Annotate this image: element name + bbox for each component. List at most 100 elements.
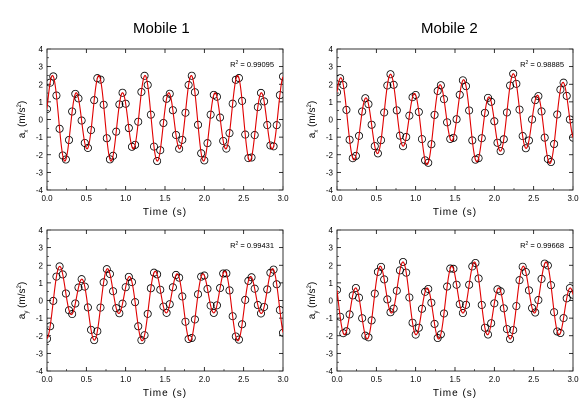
data-point (509, 326, 518, 335)
chart-panel-top-right: 0.0 0.5 1.0 1.5 2.0 2.5 3.0 -4 -3 -2 -1 0 1 2 3 4 Time (… (307, 45, 579, 218)
y-tick-label: -4 (326, 367, 334, 376)
y-axis-label: ax (m/s2) (307, 101, 320, 138)
y-tick-label: -2 (326, 151, 334, 160)
data-point (61, 155, 70, 164)
r-squared-annotation: R2 = 0.99095 (230, 60, 274, 69)
chart-panel-bottom-left: 0.0 0.5 1.0 1.5 2.0 2.5 3.0 -4 -3 -2 -1 0 1 2 3 4 Time (… (17, 226, 289, 399)
data-point (87, 325, 96, 334)
data-point (162, 308, 171, 317)
data-point (250, 284, 259, 293)
data-point (90, 336, 99, 345)
y-tick-label: 3 (39, 244, 44, 253)
data-point (80, 282, 89, 291)
data-point (118, 88, 127, 97)
data-point (74, 94, 83, 103)
fit-curve (337, 73, 573, 166)
r-squared-annotation: R2 = 0.99431 (230, 241, 274, 250)
data-point (546, 158, 555, 167)
data-point (83, 143, 92, 152)
x-tick-label: 0.0 (41, 375, 53, 384)
data-point (399, 258, 408, 267)
y-tick-label: 3 (329, 63, 334, 72)
data-point (411, 90, 420, 99)
y-tick-label: 4 (329, 45, 334, 54)
data-point (247, 273, 256, 282)
data-markers (47, 71, 283, 166)
y-axis-label: ay (m/s2) (17, 282, 30, 319)
data-point (569, 133, 573, 142)
data-point (74, 283, 83, 292)
data-point (216, 284, 225, 293)
data-point (380, 275, 389, 284)
data-point (446, 134, 455, 143)
y-tick-label: -4 (326, 186, 334, 195)
x-axis-label: Time (s) (433, 388, 477, 399)
data-point (377, 262, 386, 271)
x-axis-label: Time (s) (143, 388, 187, 399)
data-point (414, 323, 423, 332)
data-point (206, 301, 215, 310)
data-point (424, 158, 433, 167)
y-tick-label: 3 (329, 244, 334, 253)
data-point (436, 81, 445, 90)
plot-frame (46, 229, 284, 372)
data-point (531, 308, 540, 317)
data-point (200, 156, 209, 165)
chart-panel-top-left: 0.0 0.5 1.0 1.5 2.0 2.5 3.0 -4 -3 -2 -1 0 1 2 3 4 Time (… (17, 45, 289, 218)
data-point (279, 328, 283, 337)
x-tick-label: 2.5 (238, 375, 250, 384)
data-point (351, 283, 360, 292)
y-tick-label: 4 (39, 45, 44, 54)
data-point (244, 154, 253, 163)
x-tick-label: 3.0 (277, 375, 289, 384)
data-point (559, 78, 568, 87)
data-point (373, 149, 382, 158)
y-tick-label: 2 (39, 261, 44, 270)
data-point (556, 329, 565, 338)
data-point (184, 334, 193, 343)
data-point (77, 275, 86, 284)
data-point (109, 287, 118, 296)
data-point (487, 319, 496, 328)
y-tick-label: 1 (329, 98, 334, 107)
data-point (521, 144, 530, 153)
x-tick-label: 0.0 (331, 375, 343, 384)
data-point (253, 301, 262, 310)
data-point (47, 334, 51, 343)
data-point (219, 136, 228, 145)
data-point (383, 295, 392, 304)
data-point (93, 327, 102, 336)
x-tick-label: 0.5 (371, 375, 383, 384)
y-tick-label: -4 (36, 186, 44, 195)
data-point (493, 138, 502, 147)
data-point (436, 330, 445, 339)
y-tick-label: -1 (326, 133, 334, 142)
data-point (140, 71, 149, 80)
fit-curve (47, 265, 283, 342)
plot-frame (336, 48, 574, 191)
x-tick-label: 1.0 (410, 194, 422, 203)
x-tick-label: 3.0 (567, 375, 579, 384)
y-tick-label: 0 (329, 116, 334, 125)
data-point (355, 293, 364, 302)
x-tick-label: 2.5 (528, 375, 540, 384)
data-point (484, 93, 493, 102)
y-tick-label: 0 (329, 297, 334, 306)
y-tick-label: -3 (36, 349, 44, 358)
data-point (402, 133, 411, 142)
data-point (521, 267, 530, 276)
data-point (569, 290, 573, 299)
data-point (509, 69, 518, 78)
x-tick-label: 0.5 (81, 194, 93, 203)
data-point (209, 308, 218, 317)
data-point (115, 309, 124, 318)
y-tick-label: 4 (329, 226, 334, 235)
data-point (496, 147, 505, 156)
y-tick-label: -3 (36, 168, 44, 177)
data-point (458, 309, 467, 318)
data-point (153, 157, 162, 166)
x-tick-label: 2.0 (489, 375, 501, 384)
data-markers (337, 69, 573, 167)
data-point (269, 265, 278, 274)
